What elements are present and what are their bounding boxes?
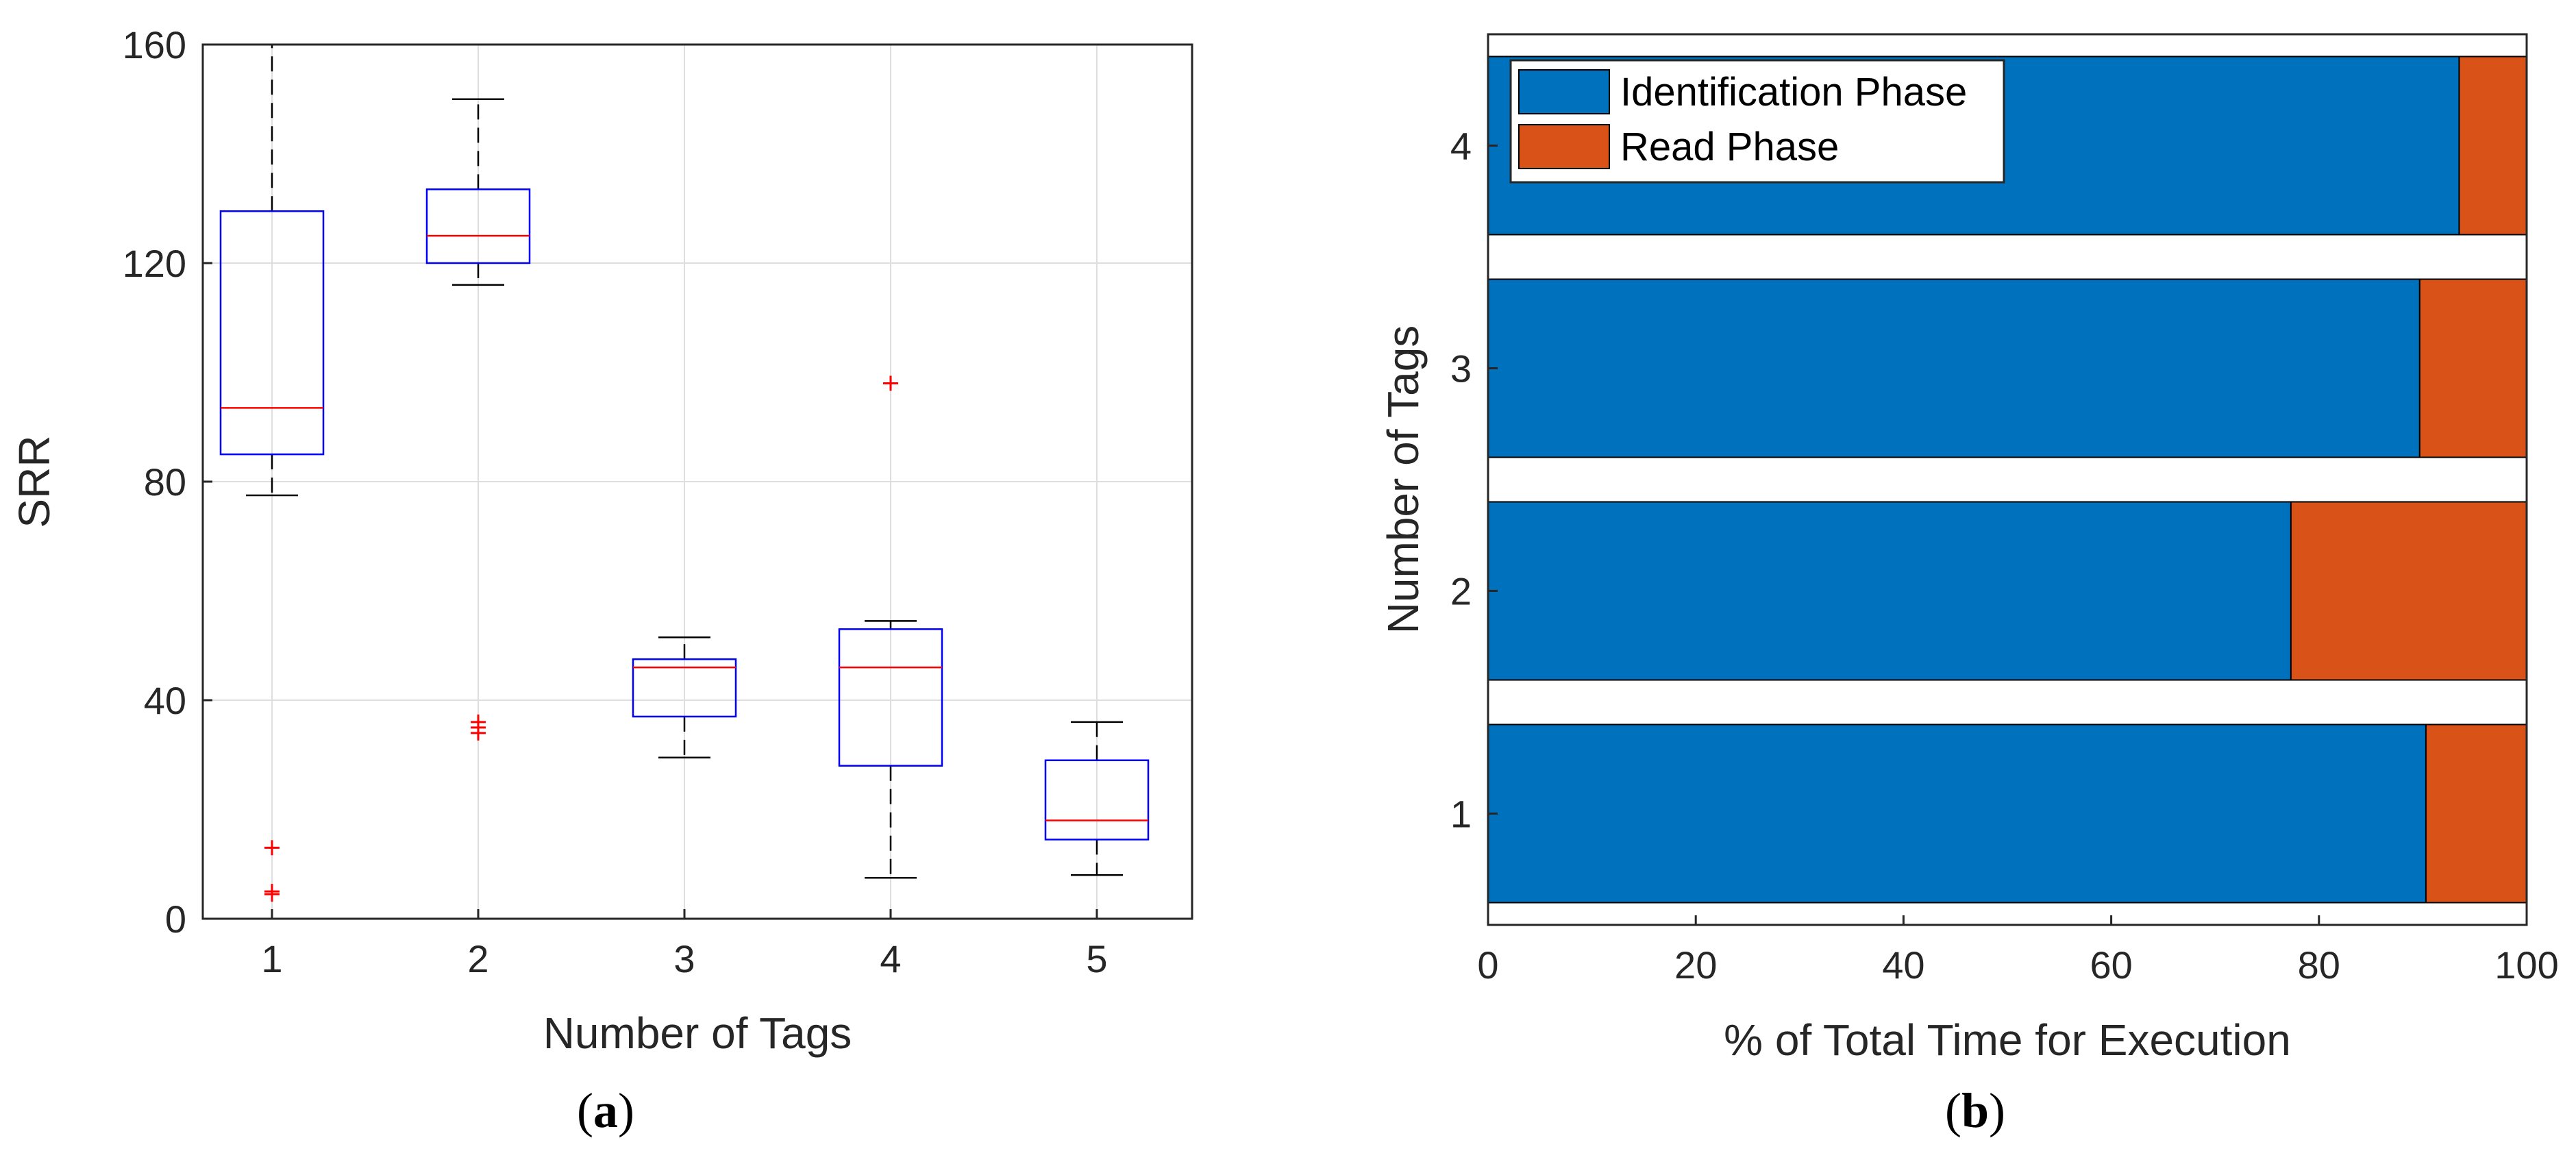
legend-label-identification: Identification Phase [1620, 70, 1967, 114]
bar-chart-ticks: 0 20 40 60 80 100 1 2 3 4 [1450, 125, 2559, 987]
bar-segment-identification-1 [1487, 723, 2427, 904]
y-tick-label: 4 [1450, 125, 1472, 168]
interquartile-box [632, 658, 737, 718]
box-group-5 [1044, 721, 1150, 876]
caption-b: (b) [1945, 1083, 2005, 1138]
y-tick-label: 40 [144, 679, 186, 722]
bar-segment-read-4 [2458, 55, 2527, 236]
interquartile-box [1044, 759, 1150, 841]
box-plot-ticks: 0 40 80 120 160 1 2 3 4 5 [123, 23, 1108, 980]
box-plot-marks [219, 43, 1150, 902]
caption-a-letter: a [593, 1083, 618, 1138]
interquartile-box [219, 210, 325, 456]
outlier-marker [264, 840, 280, 856]
x-tick-label: 1 [261, 937, 282, 980]
outlier-marker [471, 714, 486, 730]
interquartile-box [425, 188, 531, 264]
bar-chart-axes-frame [1487, 33, 2528, 926]
bar-chart-x-axis-label: % of Total Time for Execution [1724, 1015, 2291, 1065]
bar-segment-read-3 [2418, 278, 2528, 458]
legend-label-read: Read Phase [1620, 125, 1839, 169]
x-tick-label: 5 [1086, 937, 1107, 980]
box-group-3 [632, 636, 737, 758]
box-group-2 [425, 98, 531, 741]
outlier-marker [883, 375, 898, 391]
stacked-bar-panel: 0 20 40 60 80 100 1 2 3 4 Identification Phase Rea… [1378, 33, 2559, 1138]
legend: Identification Phase Read Phase [1509, 59, 2005, 184]
x-tick-label: 3 [673, 937, 695, 980]
box-group-4 [838, 375, 943, 879]
legend-swatch-identification [1518, 69, 1610, 114]
bar-chart-y-axis-label: Number of Tags [1378, 325, 1428, 634]
box-plot-y-axis-label: SRR [10, 435, 59, 528]
legend-swatch-read [1518, 124, 1610, 169]
x-tick-label: 60 [2090, 943, 2132, 987]
y-tick-label: 0 [165, 898, 186, 941]
y-tick-label: 120 [123, 242, 186, 285]
x-tick-label: 80 [2298, 943, 2340, 987]
y-tick-label: 80 [144, 460, 186, 504]
box-plot-x-axis-label: Number of Tags [543, 1008, 852, 1058]
x-tick-label: 0 [1477, 943, 1498, 987]
x-tick-label: 2 [467, 937, 488, 980]
x-tick-label: 100 [2494, 943, 2558, 987]
box-group-1 [219, 43, 325, 902]
x-tick-label: 40 [1882, 943, 1924, 987]
bar-segment-identification-3 [1487, 278, 2420, 458]
y-tick-label: 3 [1450, 347, 1472, 391]
bar-segment-identification-2 [1487, 501, 2292, 681]
x-tick-label: 4 [880, 937, 901, 980]
outlier-marker [264, 884, 280, 900]
bar-segment-read-2 [2290, 501, 2527, 681]
box-plot-grid [203, 44, 1192, 919]
box-plot-panel: 0 40 80 120 160 1 2 3 4 5 Number of Tags SRR (a) [10, 23, 1193, 1138]
y-tick-label: 1 [1450, 793, 1472, 836]
caption-a: (a) [577, 1083, 634, 1138]
bar-segment-read-1 [2425, 723, 2527, 904]
interquartile-box [838, 628, 943, 767]
y-tick-label: 160 [123, 23, 186, 66]
y-tick-label: 2 [1450, 570, 1472, 613]
bar-chart-marks [1487, 55, 2528, 904]
x-tick-label: 20 [1674, 943, 1717, 987]
caption-b-letter: b [1961, 1083, 1989, 1138]
